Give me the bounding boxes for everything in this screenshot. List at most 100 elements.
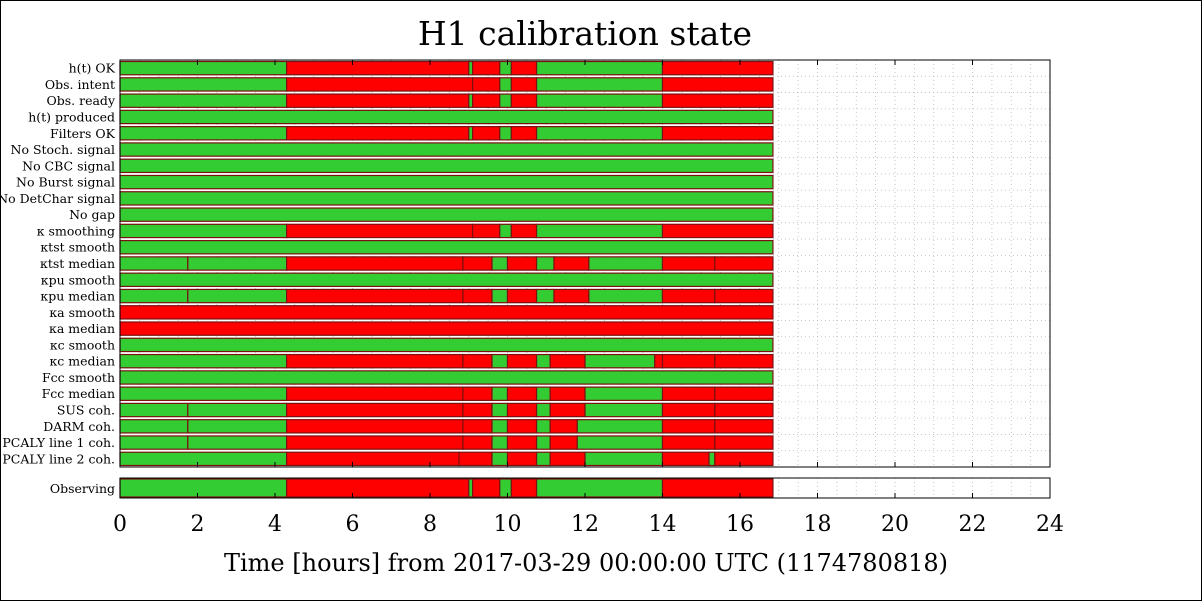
x-tick-label: 16 [726, 512, 754, 537]
flag-23-segment [661, 435, 716, 450]
flag-label: κpu median [40, 289, 115, 304]
x-tick-label: 6 [346, 512, 360, 537]
flag-22-segment [576, 419, 664, 434]
flag-20-segment [286, 386, 464, 401]
flag-18-segment [119, 353, 288, 369]
x-tick-label: 18 [804, 512, 832, 537]
flag-21-segment [584, 402, 664, 418]
flag-label: No gap [69, 207, 115, 222]
flag-21-segment [506, 402, 538, 418]
observing-segment [510, 478, 538, 498]
flag-1-segment [535, 77, 664, 92]
flag-24-segment [714, 451, 774, 467]
flag-10-segment [472, 223, 501, 239]
x-tick-label: 8 [423, 512, 437, 537]
flag-0-segment [661, 60, 774, 76]
flag-24-segment [491, 451, 509, 467]
flag-20-segment [661, 386, 716, 401]
flag-18-segment [491, 353, 509, 369]
flag-10-segment [499, 223, 512, 239]
flag-19-segment [119, 370, 774, 385]
flag-14-segment [588, 288, 664, 304]
flag-23-segment [286, 435, 464, 450]
flag-23-segment [491, 435, 509, 450]
flag-label: κ smoothing [37, 223, 115, 238]
flag-label: Fcc median [42, 386, 115, 401]
observing-segment [472, 478, 501, 498]
flag-22-segment [506, 419, 538, 434]
flag-12-segment [506, 256, 538, 271]
flag-12-segment [119, 256, 189, 271]
flag-22-segment [119, 419, 189, 434]
flag-12-segment [286, 256, 464, 271]
flag-22-segment [187, 419, 288, 434]
flag-2-segment [472, 93, 501, 108]
x-tick-label: 2 [191, 512, 205, 537]
flag-14-segment [553, 288, 590, 304]
flag-12-segment [462, 256, 493, 271]
flag-24-segment [535, 451, 551, 467]
flag-21-segment [286, 402, 464, 418]
flag-label: κtst smooth [40, 240, 115, 255]
flag-18-segment [714, 353, 774, 369]
observing-segment [535, 478, 664, 498]
observing-segment [661, 478, 774, 498]
x-tick-label: 22 [959, 512, 987, 537]
axes: 0 2 4 6 8 10 12 14 16 18 20 22 24 [113, 59, 1064, 537]
flag-22-segment [535, 419, 551, 434]
flag-10-segment [661, 223, 774, 239]
flag-label: κc median [49, 354, 115, 369]
flag-15-segment [119, 305, 774, 320]
flag-24-segment [119, 451, 288, 467]
flag-24-segment [506, 451, 538, 467]
flag-label: Obs. intent [45, 77, 115, 92]
flag-20-segment [491, 386, 509, 401]
flag-14-segment [119, 288, 189, 304]
flag-20-segment [584, 386, 664, 401]
flag-label: h(t) OK [69, 61, 116, 76]
flag-label: PCALY line 1 coh. [2, 435, 115, 450]
flag-label: No CBC signal [22, 158, 115, 173]
flag-22-segment [549, 419, 578, 434]
flag-20-segment [506, 386, 538, 401]
flag-18-segment [549, 353, 586, 369]
flag-label: PCALY line 2 coh. [2, 451, 115, 466]
flag-0-segment [535, 60, 664, 76]
flag-4-segment [472, 126, 501, 141]
flag-23-segment [576, 435, 664, 450]
flag-20-segment [714, 386, 774, 401]
flag-18-segment [584, 353, 656, 369]
flag-23-segment [714, 435, 774, 450]
flag-20-segment [462, 386, 493, 401]
flag-14-segment [661, 288, 716, 304]
x-tick-label: 0 [113, 512, 127, 537]
flag-10-segment [286, 223, 474, 239]
flag-24-segment [549, 451, 586, 467]
flag-4-segment [661, 126, 774, 141]
flag-2-segment [119, 93, 288, 108]
flag-6-segment [119, 158, 774, 174]
flag-14-segment [187, 288, 288, 304]
flag-18-segment [506, 353, 538, 369]
flag-label: κa smooth [49, 305, 115, 320]
flag-21-segment [491, 402, 509, 418]
segment-bars [119, 60, 774, 498]
flag-5-segment [119, 142, 774, 157]
flag-13-segment [119, 272, 774, 288]
x-tick-label: 10 [494, 512, 522, 537]
flag-24-segment [708, 451, 716, 467]
flag-24-segment [661, 451, 710, 467]
flag-1-segment [661, 77, 774, 92]
flag-2-segment [661, 93, 774, 108]
flag-24-segment [584, 451, 664, 467]
flag-3-segment [119, 109, 774, 125]
flag-21-segment [714, 402, 774, 418]
x-axis-label: Time [hours] from 2017-03-29 00:00:00 UT… [224, 549, 948, 577]
flag-label: h(t) produced [28, 109, 115, 124]
flag-18-segment [462, 353, 493, 369]
flag-0-segment [499, 60, 512, 76]
flag-23-segment [187, 435, 288, 450]
flag-label: DARM coh. [43, 419, 115, 434]
